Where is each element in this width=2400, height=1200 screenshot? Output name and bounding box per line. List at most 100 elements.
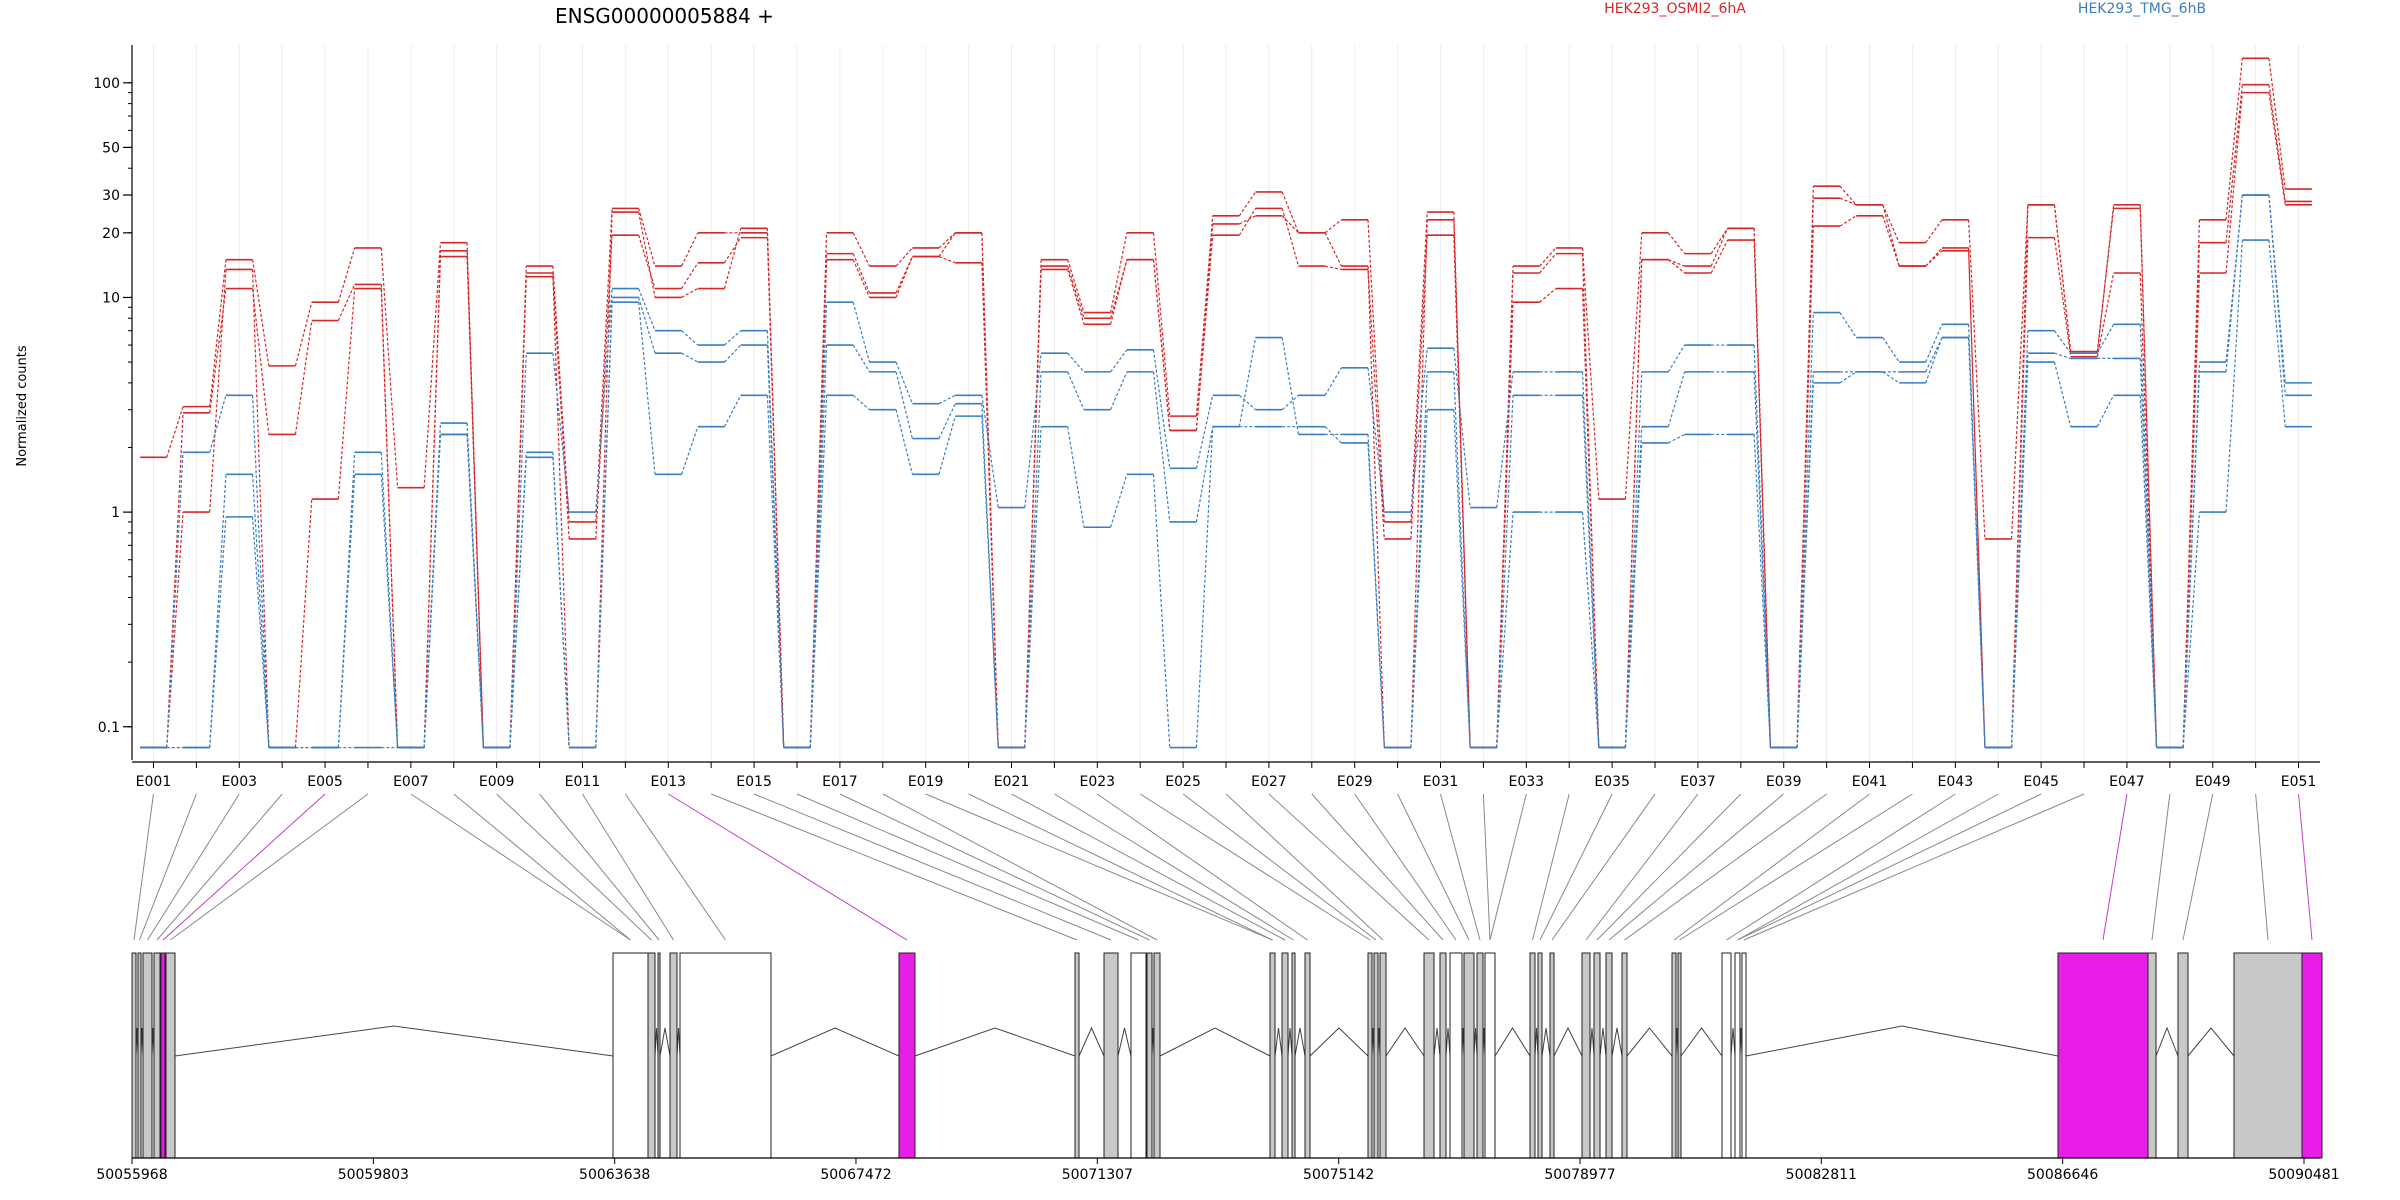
exon-box bbox=[1423, 952, 1435, 1159]
exon-tick-label: E039 bbox=[1766, 774, 1802, 790]
genomic-tick-label: 50059803 bbox=[338, 1167, 409, 1183]
exon-box bbox=[1484, 952, 1496, 1159]
exon-connector bbox=[133, 793, 154, 941]
exon-tick-label: E045 bbox=[2023, 774, 2059, 790]
exon-tick-label: E001 bbox=[136, 774, 172, 790]
exon-box bbox=[142, 952, 153, 1159]
genomic-tick-label: 50082811 bbox=[1786, 1167, 1857, 1183]
exon-box bbox=[1537, 952, 1543, 1159]
exon-connector bbox=[624, 793, 726, 941]
series-transition bbox=[166, 194, 2286, 749]
exon-tick-label: E007 bbox=[393, 774, 429, 790]
exon-box bbox=[1677, 952, 1682, 1159]
genomic-axis: 50055968 50059803 50063638 50067472 50071307… bbox=[96, 1157, 2340, 1183]
exon-tick-label: E029 bbox=[1337, 774, 1373, 790]
y-ticks: 0.1 1 10 20 30 50 100 bbox=[93, 76, 132, 736]
exon-tick-label: E017 bbox=[822, 774, 858, 790]
exon-box bbox=[165, 952, 176, 1159]
exon-box bbox=[137, 952, 142, 1159]
exon-box bbox=[1449, 952, 1463, 1159]
exon-connector bbox=[1673, 793, 1870, 941]
exon-connector bbox=[668, 793, 908, 941]
exon-tick-label: E015 bbox=[736, 774, 772, 790]
exon-connector bbox=[1311, 793, 1444, 941]
exon-box bbox=[1671, 952, 1677, 1159]
exon-tick-label: E025 bbox=[1165, 774, 1201, 790]
exon-box bbox=[1621, 952, 1628, 1159]
exon-tick-label: E011 bbox=[565, 774, 601, 790]
series-transition bbox=[166, 84, 2286, 748]
exon-box bbox=[898, 952, 916, 1159]
y-tick-label: 50 bbox=[102, 140, 120, 156]
exon-box bbox=[1367, 952, 1373, 1159]
series-transition bbox=[166, 194, 2286, 749]
exon-connector bbox=[410, 793, 631, 941]
exon-connector bbox=[1726, 793, 1956, 941]
exon-tick-label: E035 bbox=[1594, 774, 1630, 790]
exon-connector bbox=[1743, 793, 2085, 941]
exon-connector bbox=[1440, 793, 1481, 941]
genomic-tick-label: 50071307 bbox=[1062, 1167, 1133, 1183]
legend-label-osmi2: HEK293_OSMI2_6hA bbox=[1604, 1, 1746, 17]
exon-connector bbox=[582, 793, 674, 941]
exon-box bbox=[1741, 952, 1747, 1159]
vertical-grid bbox=[152, 45, 2300, 760]
exon-tick-label: E033 bbox=[1509, 774, 1545, 790]
exon-connector bbox=[1551, 793, 1656, 941]
y-tick-label: 1 bbox=[111, 505, 120, 521]
exon-connector bbox=[162, 793, 326, 941]
genomic-tick-label: 50063638 bbox=[579, 1167, 650, 1183]
exon-box bbox=[1529, 952, 1536, 1159]
y-tick-label: 30 bbox=[102, 188, 120, 204]
exon-connector bbox=[968, 793, 1273, 941]
exon-box bbox=[1153, 952, 1161, 1159]
genomic-tick-label: 50055968 bbox=[96, 1167, 167, 1183]
exon-connector bbox=[1489, 793, 1527, 941]
exon-connector bbox=[796, 793, 1139, 941]
exon-box bbox=[1103, 952, 1119, 1159]
chart-title: ENSG00000005884 + bbox=[555, 4, 774, 28]
exon-connector bbox=[1608, 793, 1785, 941]
exon-box bbox=[1476, 952, 1484, 1159]
exon-tick-label: E031 bbox=[1423, 774, 1459, 790]
exon-connector bbox=[1532, 793, 1570, 941]
intron-lines bbox=[135, 1025, 2235, 1057]
y-tick-label: 10 bbox=[102, 290, 120, 306]
exon-box bbox=[679, 952, 772, 1159]
exon-connector bbox=[453, 793, 631, 941]
genomic-tick-label: 50090481 bbox=[2268, 1167, 2339, 1183]
exon-ticks: E001 E003 E005 E007 E009 E011 E013 E015 E017 E019… bbox=[136, 762, 2316, 790]
exon-box bbox=[131, 952, 137, 1159]
exon-connector bbox=[170, 793, 369, 941]
exon-connector bbox=[1011, 793, 1286, 941]
exon-connector bbox=[1182, 793, 1377, 941]
genomic-tick-label: 50067472 bbox=[820, 1167, 891, 1183]
exon-connector bbox=[1268, 793, 1430, 941]
exon-tick-label: E043 bbox=[1938, 774, 1974, 790]
exon-box bbox=[2301, 952, 2323, 1159]
exon-connector bbox=[710, 793, 1078, 941]
exon-tick-label: E009 bbox=[479, 774, 515, 790]
exon-box bbox=[1281, 952, 1289, 1159]
exon-connector bbox=[1624, 793, 1827, 941]
exon-connector bbox=[2102, 793, 2128, 941]
exon-box bbox=[647, 952, 656, 1159]
exon-connector bbox=[147, 793, 240, 941]
exon-tick-label: E037 bbox=[1680, 774, 1716, 790]
exon-box bbox=[1269, 952, 1276, 1159]
exon-tick-label: E013 bbox=[650, 774, 686, 790]
exon-box bbox=[2057, 952, 2149, 1159]
exon-tick-label: E049 bbox=[2195, 774, 2231, 790]
exon-box bbox=[1074, 952, 1080, 1159]
exon-connector bbox=[1482, 793, 1491, 941]
exon-tick-label: E027 bbox=[1251, 774, 1287, 790]
exon-box bbox=[160, 952, 166, 1159]
y-tick-label: 20 bbox=[102, 226, 120, 242]
exon-box bbox=[2233, 952, 2303, 1159]
exon-box bbox=[1373, 952, 1379, 1159]
exon-box bbox=[1581, 952, 1591, 1159]
exon-connector bbox=[1097, 793, 1308, 941]
genomic-tick-label: 50086646 bbox=[2027, 1167, 2098, 1183]
exon-box bbox=[657, 952, 661, 1159]
